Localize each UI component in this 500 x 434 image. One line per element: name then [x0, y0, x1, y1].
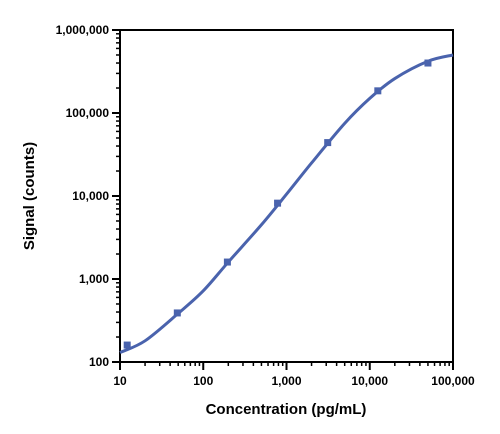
- y-tick-label: 10,000: [72, 189, 109, 203]
- x-axis-ticks: 10 100 1,000 10,000 100,000: [113, 362, 475, 388]
- data-point: [324, 139, 332, 147]
- x-tick-label: 10: [113, 374, 127, 388]
- y-tick-label: 100: [89, 355, 109, 369]
- data-point: [274, 199, 282, 207]
- data-point: [173, 309, 181, 317]
- data-point: [223, 258, 231, 266]
- x-tick-label: 1,000: [271, 374, 301, 388]
- y-tick-label: 1,000,000: [56, 23, 110, 37]
- data-point: [123, 341, 131, 349]
- x-tick-label: 10,000: [351, 374, 388, 388]
- data-point: [374, 87, 382, 95]
- x-tick-label: 100: [193, 374, 213, 388]
- data-point: [424, 59, 432, 67]
- data-points-layer: [123, 59, 432, 349]
- y-axis-title: Signal (counts): [21, 142, 38, 250]
- x-tick-label: 100,000: [431, 374, 475, 388]
- x-axis-title: Concentration (pg/mL): [206, 401, 367, 418]
- y-axis-ticks: 100 1,000 10,000 100,000 1,000,000: [56, 23, 120, 369]
- fit-curve: [119, 53, 454, 354]
- y-tick-label: 100,000: [66, 106, 110, 120]
- fit-curve-layer: [119, 53, 454, 354]
- y-tick-label: 1,000: [79, 272, 109, 286]
